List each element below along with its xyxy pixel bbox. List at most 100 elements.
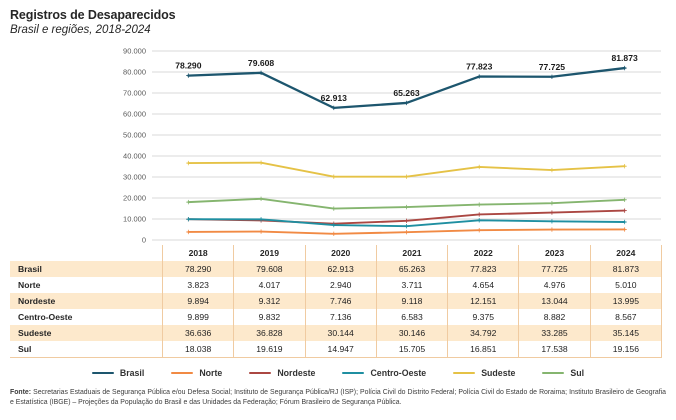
table-cell: 6.583 [375, 309, 448, 326]
legend-swatch [342, 371, 365, 375]
table-cell: 34.792 [447, 325, 519, 342]
table-cell: 79.608 [233, 261, 306, 278]
table-cell: 9.894 [161, 293, 234, 310]
legend-swatch [453, 371, 476, 375]
legend-swatch [91, 371, 114, 375]
table-cell: 36.828 [233, 325, 306, 342]
table-cell: 8.567 [589, 309, 663, 326]
legend-item-norte: Norte [171, 368, 222, 378]
source-text: Secretarias Estaduais de Segurança Públi… [10, 389, 666, 407]
table-cell: 4.654 [447, 277, 519, 294]
legend-item-brasil: Brasil [91, 367, 145, 378]
row-label: Norte [18, 280, 41, 291]
legend-item-centro-oeste: Centro-Oeste [342, 368, 426, 378]
table-cell: 9.118 [375, 293, 448, 310]
table-cell: 35.145 [589, 325, 663, 342]
table-cell: 8.882 [518, 309, 591, 326]
table-row: Sul 18.038 19.619 14.947 15.705 16.851 17.538 1… [10, 341, 663, 359]
table-cell: 14.947 [304, 341, 377, 359]
row-label: Sudeste [18, 328, 52, 339]
year-column-header: 2021 [375, 245, 448, 262]
table-row: Centro-Oeste 9.899 9.832 7.136 6.583 9.375 8.8… [10, 309, 663, 326]
table-cell: 3.823 [161, 277, 234, 294]
source-note: Fonte: Secretarias Estaduais de Seguranç… [10, 388, 666, 407]
year-column-header: 2024 [589, 245, 663, 262]
data-label: 65.263 [393, 88, 420, 98]
table-cell: 9.832 [233, 309, 306, 326]
data-table: 2018 2019 2020 2021 2022 2023 2024 Brasil 78.29… [10, 245, 663, 359]
figure-header: Registros de Desaparecidos Brasil e regi… [0, 0, 676, 37]
page-subtitle: Brasil e regiões, 2018-2024 [10, 24, 151, 36]
table-header-row: 2018 2019 2020 2021 2022 2023 2024 [10, 245, 663, 262]
data-label: 77.725 [539, 62, 566, 72]
legend-label: Nordeste [277, 367, 316, 378]
table-cell: 77.725 [518, 261, 591, 278]
table-row: Brasil 78.290 79.608 62.913 65.263 77.823 77.7… [10, 261, 663, 278]
table-cell: 12.151 [447, 293, 519, 310]
data-label: 81.873 [611, 53, 638, 63]
legend-label: Sul [570, 367, 585, 378]
source-label: Fonte: [10, 389, 32, 397]
table-cell: 18.038 [161, 341, 234, 359]
table-cell: 15.705 [375, 341, 448, 359]
table-body: Brasil 78.290 79.608 62.913 65.263 77.823 77.7… [10, 261, 663, 359]
table-cell: 9.899 [161, 309, 234, 326]
legend-swatch [542, 371, 565, 375]
legend-label: Centro-Oeste [370, 367, 427, 378]
legend-item-sul: Sul [542, 368, 584, 378]
table-cell: 19.156 [589, 341, 663, 359]
legend-swatch [249, 371, 272, 375]
y-axis-tick-label: 0 [142, 236, 146, 245]
y-axis-tick-label: 80.000 [123, 68, 146, 77]
chart-legend: Brasil Norte Nordeste Centro-Oeste Sudeste Su… [0, 366, 676, 379]
legend-label: Norte [199, 367, 223, 378]
legend-item-sudeste: Sudeste [453, 368, 515, 378]
y-axis-tick-label: 70.000 [123, 89, 146, 98]
table-cell: 17.538 [518, 341, 591, 359]
table-cell: 77.823 [447, 261, 519, 278]
table-cell: 36.636 [161, 325, 234, 342]
y-axis-tick-label: 40.000 [123, 152, 146, 161]
row-label: Sul [10, 341, 163, 359]
table-cell: 16.851 [447, 341, 519, 359]
table-cell: 7.746 [304, 293, 377, 310]
data-label: 78.290 [175, 61, 202, 71]
y-axis-tick-label: 20.000 [123, 194, 146, 203]
table-cell: 3.711 [375, 277, 448, 294]
row-label: Brasil [18, 264, 42, 275]
legend-label: Brasil [119, 367, 145, 378]
table-cell: 7.136 [304, 309, 377, 326]
table-cell: 9.375 [447, 309, 519, 326]
data-label: 77.823 [466, 62, 493, 72]
table-cell: 13.995 [589, 293, 663, 310]
table-row: Sudeste 36.636 36.828 30.144 30.146 34.792 33.… [10, 325, 663, 342]
row-label: Centro-Oeste [18, 312, 73, 323]
legend-swatch [171, 371, 194, 375]
page-title: Registros de Desaparecidos [10, 8, 176, 22]
row-label: Nordeste [18, 296, 56, 307]
table-cell: 2.940 [304, 277, 377, 294]
table-cell: 78.290 [161, 261, 234, 278]
table-row: Norte 3.823 4.017 2.940 3.711 4.654 4.976 5.010 [10, 277, 663, 294]
legend-label: Sudeste [481, 367, 516, 378]
table-cell: 4.976 [518, 277, 591, 294]
table-cell: 33.285 [518, 325, 591, 342]
y-axis-tick-label: 60.000 [123, 110, 146, 119]
table-cell: 62.913 [304, 261, 377, 278]
y-axis-tick-label: 10.000 [123, 215, 146, 224]
table-cell: 30.146 [375, 325, 448, 342]
table-cell: 81.873 [589, 261, 663, 278]
table-cell: 4.017 [233, 277, 306, 294]
table-row: Nordeste 9.894 9.312 7.746 9.118 12.151 13.044… [10, 293, 663, 310]
line-chart: 0 10.000 20.000 30.000 40.000 50.000 60.000 70.… [123, 47, 661, 245]
table-header: 2018 2019 2020 2021 2022 2023 2024 [10, 245, 663, 262]
data-label: 79.608 [248, 58, 275, 68]
y-axis-tick-label: 30.000 [123, 173, 146, 182]
year-column-header: 2022 [447, 245, 519, 262]
legend-item-nordeste: Nordeste [249, 368, 315, 378]
year-column-header: 2020 [304, 245, 377, 262]
year-column-header: 2019 [233, 245, 306, 262]
table-cell: 65.263 [375, 261, 448, 278]
year-column-header: 2018 [161, 245, 234, 262]
table-cell: 30.144 [304, 325, 377, 342]
